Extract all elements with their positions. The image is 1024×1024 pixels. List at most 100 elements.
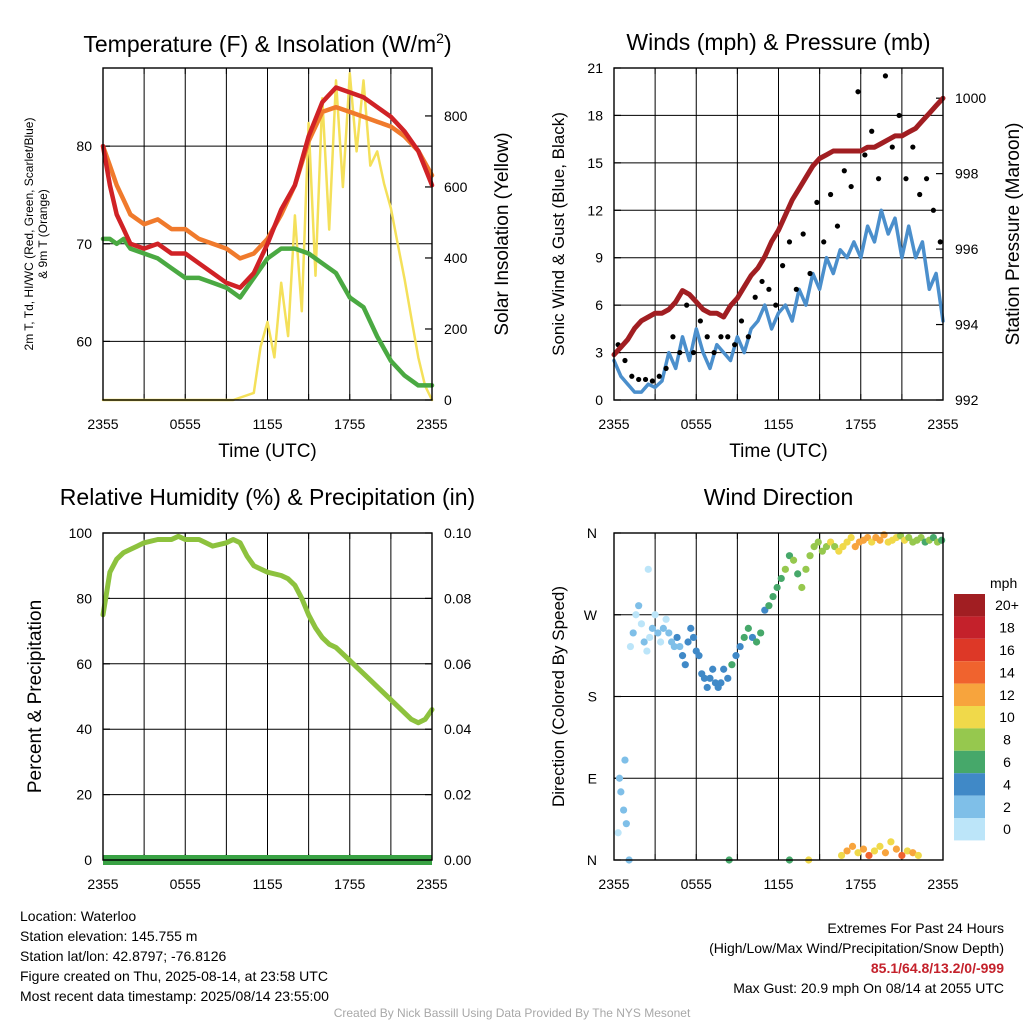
gust-point xyxy=(869,128,875,134)
wdir-point xyxy=(629,629,637,637)
wdir-point xyxy=(644,565,652,573)
wdir-point xyxy=(662,615,670,623)
wdir-point xyxy=(728,661,736,669)
pressure-line xyxy=(611,95,946,358)
gust-point xyxy=(690,349,697,356)
insolation-line xyxy=(101,72,434,402)
gust-point xyxy=(786,239,793,245)
wdir-point xyxy=(720,665,728,673)
wind-title: Winds (mph) & Pressure (mb) xyxy=(626,29,930,55)
wdir-point xyxy=(657,638,665,646)
wdir-point xyxy=(876,536,884,544)
wdir-plot-border xyxy=(613,532,944,861)
wdir-point xyxy=(643,647,651,655)
temp-ytick-label: 60 xyxy=(76,333,92,349)
gust-point xyxy=(732,342,738,348)
wdir-point xyxy=(681,661,689,669)
extremes-legend: (High/Low/Max Wind/Precipitation/Snow De… xyxy=(709,940,1004,956)
wdir-point xyxy=(622,820,630,828)
wdir-point xyxy=(865,851,873,860)
gust-point xyxy=(807,270,813,277)
extremes-title: Extremes For Past 24 Hours xyxy=(827,920,1004,936)
wdir-point xyxy=(665,629,673,637)
gust-point xyxy=(848,183,854,190)
gust-point xyxy=(800,231,806,237)
wdir-point xyxy=(648,624,656,632)
wind-xtick-label: 2355 xyxy=(927,416,958,432)
wind-plot-border xyxy=(613,67,944,401)
wdir-point xyxy=(892,845,900,853)
speed-legend-label: 2 xyxy=(1003,799,1011,815)
wdir-xtick-label: 0555 xyxy=(681,876,712,892)
wdir-point xyxy=(626,642,635,651)
max-gust-text: Max Gust: 20.9 mph On 08/14 at 2055 UTC xyxy=(733,980,1004,996)
wdir-ytick-label: N xyxy=(587,852,597,868)
rh-ylabel: Percent & Precipitation xyxy=(25,600,46,793)
wdir-point xyxy=(689,633,698,642)
gust-point xyxy=(875,176,882,182)
gust-point xyxy=(697,318,703,324)
temp-ytick-label: 70 xyxy=(76,236,92,252)
wdir-point xyxy=(670,642,678,651)
speed-legend-swatch xyxy=(954,661,985,684)
wdir-xtick-label: 1155 xyxy=(763,876,793,892)
rh-y2tick-label: 0.06 xyxy=(444,656,471,672)
wdir-point xyxy=(909,849,917,857)
t2m-line xyxy=(100,85,435,290)
wdir-point xyxy=(870,847,879,855)
rh-y2tick-label: 0.00 xyxy=(444,852,471,868)
wdir-point xyxy=(673,633,681,642)
gust-point xyxy=(738,318,745,324)
rh-ytick-label: 60 xyxy=(76,656,92,672)
speed-legend: mph 20+ 18 16 14 12 10 8 6 4 2 0 xyxy=(954,575,1019,841)
wdir-point xyxy=(847,533,855,542)
speed-legend-swatch xyxy=(954,818,985,841)
gust-point xyxy=(773,302,779,308)
location-text: Location: Waterloo xyxy=(20,908,137,924)
speed-legend-label: 10 xyxy=(999,709,1015,725)
wdir-point xyxy=(717,679,725,687)
rh-title: Relative Humidity (%) & Precipitation (i… xyxy=(60,484,475,510)
wdir-point xyxy=(703,683,711,692)
wdir-point xyxy=(794,570,802,578)
rh-ytick-label: 20 xyxy=(76,787,92,803)
wdir-point xyxy=(843,847,851,855)
wind-xtick-label: 0555 xyxy=(681,416,712,432)
temp-y2tick-label: 0 xyxy=(444,392,452,408)
wdir-point xyxy=(651,611,659,619)
wdir-point xyxy=(617,788,625,796)
wdir-xtick-label: 2355 xyxy=(598,876,629,892)
wdir-xtick-label: 1755 xyxy=(845,876,876,892)
wind-ytick-label: 12 xyxy=(587,202,603,218)
temp-y2tick-label: 800 xyxy=(444,108,468,124)
credit-text: Created By Nick Bassill Using Data Provi… xyxy=(333,1006,691,1020)
wdir-point xyxy=(814,538,822,546)
rh-y2tick-label: 0.04 xyxy=(444,721,471,737)
speed-legend-swatch xyxy=(954,706,985,729)
chart-wind: Winds (mph) & Pressure (mb) 2355 0555 1155 1… xyxy=(549,29,1024,462)
gust-point xyxy=(752,294,758,300)
wind-xtick-label: 1755 xyxy=(845,416,876,432)
wdir-point xyxy=(848,842,857,850)
wind-xtick-label: 2355 xyxy=(598,416,629,432)
wdir-point xyxy=(744,624,752,632)
temp-xtick-label: 0555 xyxy=(170,416,201,432)
wdir-point xyxy=(700,674,709,682)
speed-legend-label: 0 xyxy=(1003,821,1011,837)
wind-xtick-label: 1155 xyxy=(763,416,793,432)
speed-legend-swatch xyxy=(954,616,985,639)
gust-point xyxy=(793,286,799,292)
gust-point xyxy=(684,302,690,308)
latlon-text: Station lat/lon: 42.8797; -76.8126 xyxy=(20,948,227,964)
wdir-point xyxy=(640,638,648,646)
wind-ytick-label: 6 xyxy=(595,297,603,313)
wdir-point xyxy=(736,642,744,651)
wdir-point xyxy=(837,851,846,860)
recent-text: Most recent data timestamp: 2025/08/14 2… xyxy=(20,988,329,1004)
rh-ytick-label: 80 xyxy=(76,590,92,606)
gust-point xyxy=(670,334,676,340)
wdir-point xyxy=(789,556,798,564)
temp-xtick-label: 1755 xyxy=(334,416,365,432)
temp-xtick-label: 2355 xyxy=(416,416,447,432)
temp-ylabel-line1: 2m T, Td, HI/WC (Red, Green, Scarlet/Blu… xyxy=(22,118,36,351)
